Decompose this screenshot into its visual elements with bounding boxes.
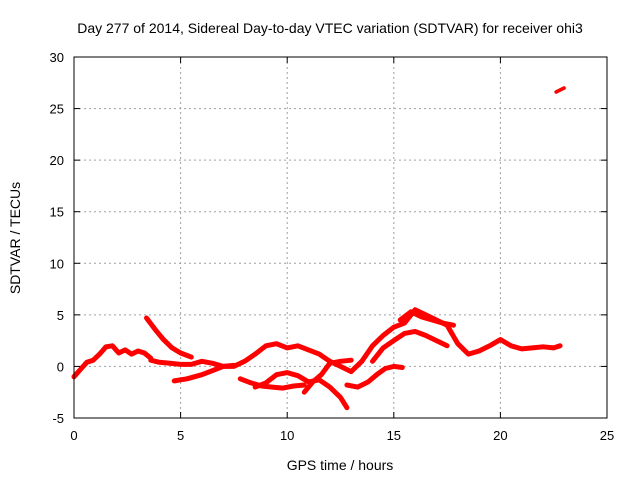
x-tick-label: 15	[387, 428, 401, 443]
y-axis-label: SDTVAR / TECUs	[7, 182, 23, 294]
y-tick-label: 10	[50, 256, 64, 271]
y-tick-label: 20	[50, 153, 64, 168]
series-line-arc-6	[252, 370, 350, 411]
series-line-arc-2	[148, 307, 563, 375]
chart-title: Day 277 of 2014, Sidereal Day-to-day VTE…	[77, 20, 583, 36]
series-line-arc-8	[344, 363, 405, 390]
series-line-arc-1	[71, 343, 154, 380]
series-line-arc-5	[237, 376, 307, 391]
x-axis-label: GPS time / hours	[287, 457, 394, 473]
y-tick-label: 30	[50, 50, 64, 65]
x-tick-label: 20	[493, 428, 507, 443]
series-layer	[71, 86, 566, 411]
x-tick-label: 0	[70, 428, 77, 443]
series-line-arc-4	[171, 362, 237, 384]
x-tick-label: 5	[177, 428, 184, 443]
y-tick-label: 25	[50, 102, 64, 117]
series-point	[554, 86, 566, 94]
plot-frame	[73, 56, 608, 419]
series-line-arc-9	[370, 328, 450, 364]
y-tick-label: 15	[50, 205, 64, 220]
series-line-arc-7	[301, 357, 354, 395]
series-line-arc-3	[144, 315, 194, 360]
x-tick-label: 10	[280, 428, 294, 443]
y-tick-label: 0	[57, 359, 64, 374]
x-tick-label: 25	[600, 428, 614, 443]
y-tick-label: 5	[57, 308, 64, 323]
y-tick-label: -5	[52, 411, 64, 426]
series-line-arc-10	[397, 309, 456, 328]
tick-layer: 0 5 10 15 20 25 -5 0 5 10 15 20 25 30	[50, 50, 615, 443]
